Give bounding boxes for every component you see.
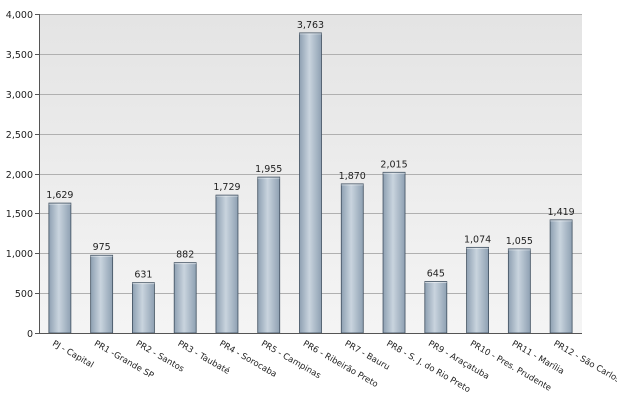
bar	[466, 246, 489, 334]
x-tick-label: PJ - Capital	[50, 339, 95, 371]
bar	[299, 32, 322, 334]
bar	[90, 254, 114, 334]
y-tick-label: 500	[15, 289, 33, 300]
y-tick-label: 0	[27, 329, 33, 340]
y-tick-label: 3,500	[6, 50, 33, 61]
data-label: 1,419	[548, 207, 575, 218]
data-label: 645	[427, 269, 445, 280]
bar	[215, 194, 239, 334]
bar	[340, 183, 364, 334]
data-label: 975	[93, 242, 111, 253]
data-label: 1,870	[339, 171, 366, 182]
data-label: 3,763	[297, 20, 324, 31]
y-tick-label: 2,500	[6, 130, 33, 141]
data-label: 1,729	[213, 182, 240, 193]
y-axis: 0 500 1,000 1,500 2,000 2,500 3,000 3,500 4,000	[6, 10, 40, 340]
data-label: 1,955	[255, 164, 282, 175]
bar	[48, 202, 72, 334]
data-label: 2,015	[380, 159, 407, 170]
bar	[424, 281, 448, 334]
y-tick-label: 2,000	[6, 170, 33, 181]
y-tick-label: 1,000	[6, 249, 33, 260]
x-tick-label: PR6 - Ribeirão Preto	[301, 339, 379, 390]
y-tick-label: 3,000	[6, 90, 33, 101]
bar	[173, 262, 197, 334]
data-label: 1,055	[506, 236, 533, 247]
bar	[382, 171, 406, 334]
y-tick-label: 1,500	[6, 209, 33, 220]
bar	[132, 282, 155, 334]
data-label: 882	[176, 250, 194, 261]
y-tick-label: 4,000	[6, 10, 33, 21]
data-label: 631	[134, 270, 152, 281]
data-label: 1,074	[464, 234, 491, 245]
data-labels: 1,629 975 631 882 1,729 1,955 3,763 1,870 2,015 6…	[46, 20, 574, 281]
bar	[257, 176, 281, 334]
bar	[549, 219, 573, 334]
bar	[507, 248, 531, 334]
x-tick-label: PR12 - São Carlos	[552, 339, 617, 386]
bars	[48, 32, 573, 334]
data-label: 1,629	[46, 190, 73, 201]
